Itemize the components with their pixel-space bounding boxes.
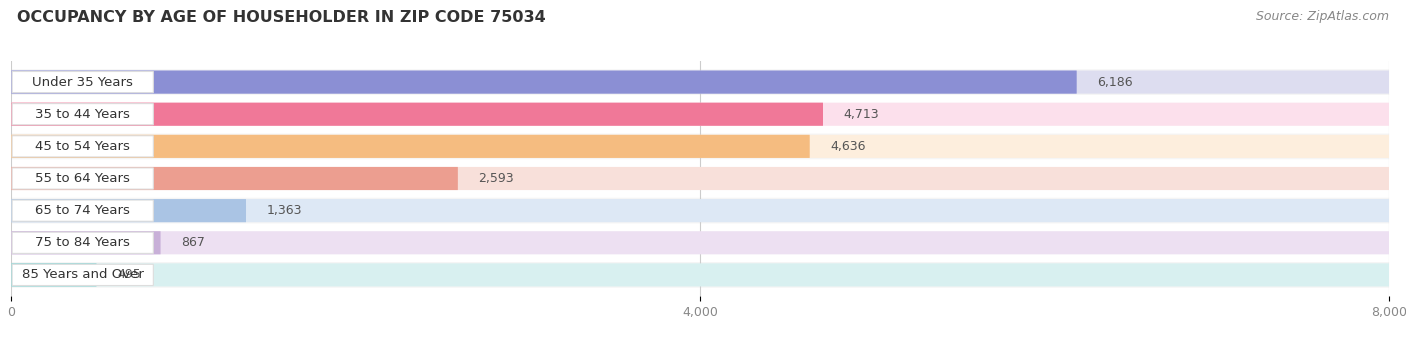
FancyBboxPatch shape xyxy=(11,103,1389,126)
Text: 55 to 64 Years: 55 to 64 Years xyxy=(35,172,131,185)
Text: 75 to 84 Years: 75 to 84 Years xyxy=(35,236,131,249)
FancyBboxPatch shape xyxy=(11,230,1389,256)
FancyBboxPatch shape xyxy=(11,166,1389,191)
FancyBboxPatch shape xyxy=(13,232,153,253)
Text: OCCUPANCY BY AGE OF HOUSEHOLDER IN ZIP CODE 75034: OCCUPANCY BY AGE OF HOUSEHOLDER IN ZIP C… xyxy=(17,10,546,25)
FancyBboxPatch shape xyxy=(11,134,1389,159)
FancyBboxPatch shape xyxy=(11,199,1389,222)
FancyBboxPatch shape xyxy=(11,135,1389,158)
FancyBboxPatch shape xyxy=(11,167,1389,190)
Text: 45 to 54 Years: 45 to 54 Years xyxy=(35,140,131,153)
FancyBboxPatch shape xyxy=(11,262,1389,288)
FancyBboxPatch shape xyxy=(11,70,1389,94)
FancyBboxPatch shape xyxy=(11,264,97,287)
Text: 85 Years and Over: 85 Years and Over xyxy=(21,268,143,282)
Text: 4,713: 4,713 xyxy=(844,108,879,121)
FancyBboxPatch shape xyxy=(11,198,1389,223)
FancyBboxPatch shape xyxy=(13,168,153,189)
FancyBboxPatch shape xyxy=(13,264,153,286)
FancyBboxPatch shape xyxy=(11,264,1389,287)
FancyBboxPatch shape xyxy=(13,71,153,93)
FancyBboxPatch shape xyxy=(11,101,1389,127)
Text: 495: 495 xyxy=(117,268,141,282)
FancyBboxPatch shape xyxy=(11,167,458,190)
Text: 2,593: 2,593 xyxy=(478,172,515,185)
Text: 6,186: 6,186 xyxy=(1097,75,1133,89)
FancyBboxPatch shape xyxy=(11,231,1389,254)
FancyBboxPatch shape xyxy=(11,231,160,254)
FancyBboxPatch shape xyxy=(13,200,153,221)
Text: 35 to 44 Years: 35 to 44 Years xyxy=(35,108,131,121)
Text: 1,363: 1,363 xyxy=(267,204,302,217)
FancyBboxPatch shape xyxy=(11,70,1077,94)
Text: Under 35 Years: Under 35 Years xyxy=(32,75,134,89)
Text: 65 to 74 Years: 65 to 74 Years xyxy=(35,204,131,217)
FancyBboxPatch shape xyxy=(11,199,246,222)
FancyBboxPatch shape xyxy=(13,104,153,125)
FancyBboxPatch shape xyxy=(11,103,823,126)
FancyBboxPatch shape xyxy=(13,136,153,157)
Text: 4,636: 4,636 xyxy=(831,140,866,153)
Text: Source: ZipAtlas.com: Source: ZipAtlas.com xyxy=(1256,10,1389,23)
FancyBboxPatch shape xyxy=(11,69,1389,95)
FancyBboxPatch shape xyxy=(11,135,810,158)
Text: 867: 867 xyxy=(181,236,205,249)
